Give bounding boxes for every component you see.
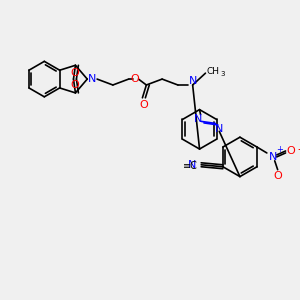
- Text: O: O: [273, 171, 282, 181]
- Text: 3: 3: [220, 71, 224, 77]
- Text: -: -: [297, 143, 300, 157]
- Text: N: N: [215, 124, 224, 134]
- Text: O: O: [139, 100, 148, 110]
- Text: N: N: [194, 115, 202, 124]
- Text: N: N: [88, 74, 96, 84]
- Text: N: N: [268, 152, 277, 162]
- Text: ≡C: ≡C: [183, 161, 198, 171]
- Text: +: +: [276, 145, 283, 154]
- Text: N: N: [188, 76, 197, 86]
- Text: O: O: [286, 146, 295, 156]
- Text: N: N: [188, 160, 196, 170]
- Text: CH: CH: [207, 67, 220, 76]
- Text: O: O: [70, 68, 79, 78]
- Text: O: O: [70, 80, 79, 90]
- Text: O: O: [130, 74, 139, 84]
